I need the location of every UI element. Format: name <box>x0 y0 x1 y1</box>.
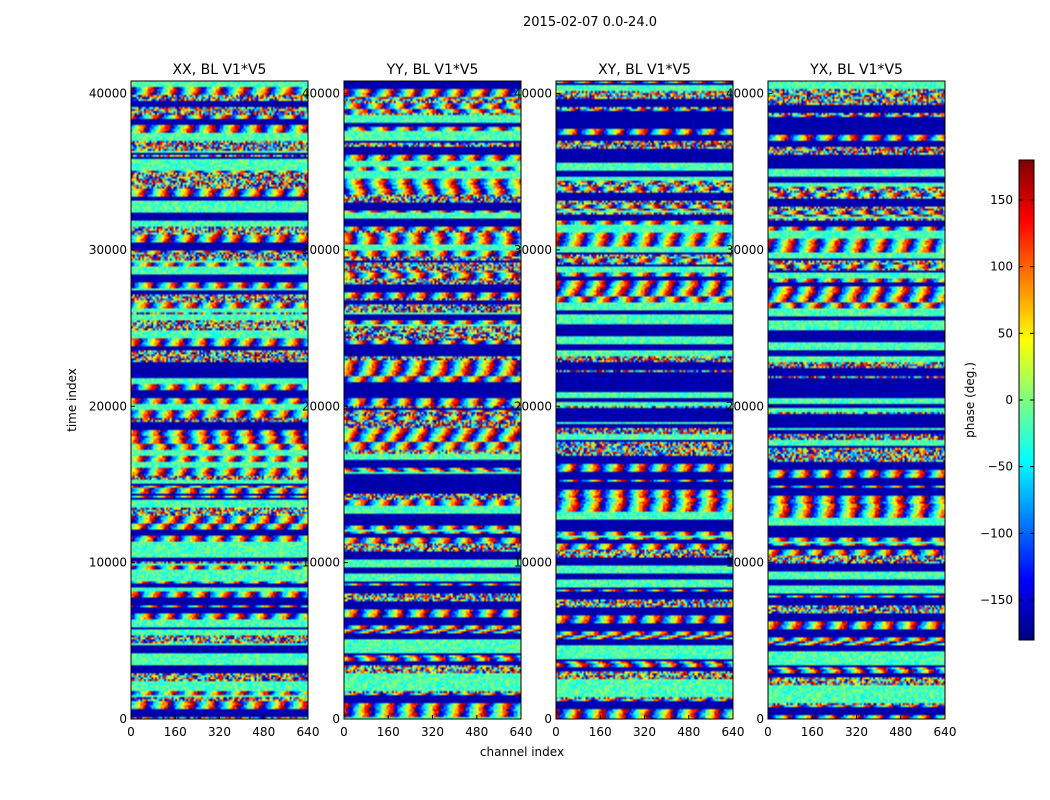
figure-suptitle: 2015-02-07 0.0-24.0 <box>523 15 657 30</box>
x-tick-label: 160 <box>164 725 187 739</box>
heatmap-image-3 <box>556 81 733 719</box>
colorbar-tick-label: 0 <box>1005 393 1013 407</box>
heatmap-image-1 <box>131 81 308 719</box>
colorbar-tick-label: −150 <box>980 593 1013 607</box>
y-tick-label: 30000 <box>514 243 552 257</box>
colorbar-tick-label: −100 <box>980 526 1013 540</box>
x-tick-label: 0 <box>764 725 772 739</box>
x-tick-label: 640 <box>722 725 745 739</box>
panel-title: YY, BL V1*V5 <box>386 62 479 78</box>
y-tick-label: 30000 <box>302 243 340 257</box>
colorbar-tick-label: 50 <box>998 326 1013 340</box>
x-tick-label: 320 <box>845 725 868 739</box>
colorbar-tick-label: −50 <box>988 460 1013 474</box>
y-tick-label: 40000 <box>726 87 764 101</box>
x-tick-label: 480 <box>465 725 488 739</box>
x-tick-label: 0 <box>127 725 135 739</box>
heatmap-panel-3: XY, BL V1*V5 0 160 320 480 640 0 10000 20000 3000… <box>514 62 745 739</box>
colorbar-label: phase (deg.) <box>963 362 977 438</box>
x-tick-label: 320 <box>633 725 656 739</box>
panel-title: XX, BL V1*V5 <box>173 62 267 78</box>
y-tick-label: 10000 <box>514 556 552 570</box>
y-tick-label: 0 <box>756 712 764 726</box>
colorbar-ticks: 150 100 50 0 −50 −100 −150 <box>980 193 1034 607</box>
x-axis-label: channel index <box>480 745 564 759</box>
panel-title: YX, BL V1*V5 <box>809 62 903 78</box>
heatmap-panels: XX, BL V1*V5 0 160 320 480 640 0 10000 20000 3000… <box>65 62 956 759</box>
y-tick-label: 10000 <box>726 556 764 570</box>
y-tick-label: 0 <box>332 712 340 726</box>
colorbar-tick-label: 150 <box>990 193 1013 207</box>
x-tick-label: 640 <box>510 725 533 739</box>
y-axis-label: time index <box>65 368 79 432</box>
x-tick-label: 640 <box>934 725 957 739</box>
x-tick-label: 160 <box>377 725 400 739</box>
x-tick-label: 320 <box>208 725 231 739</box>
y-tick-label: 20000 <box>514 399 552 413</box>
y-tick-label: 40000 <box>89 87 127 101</box>
y-tick-label: 30000 <box>726 243 764 257</box>
x-tick-label: 0 <box>552 725 560 739</box>
y-tick-label: 0 <box>544 712 552 726</box>
heatmap-panel-2: YY, BL V1*V5 0 160 320 480 640 0 10000 20000 3000… <box>302 62 564 759</box>
x-tick-label: 480 <box>252 725 275 739</box>
heatmap-image-4 <box>768 81 945 719</box>
y-tick-label: 20000 <box>726 399 764 413</box>
y-tick-label: 20000 <box>89 399 127 413</box>
x-tick-label: 0 <box>340 725 348 739</box>
colorbar-tick-label: 100 <box>990 260 1013 274</box>
heatmap-panel-4: YX, BL V1*V5 0 160 320 480 640 0 10000 20000 3000… <box>726 62 957 739</box>
heatmap-image-2 <box>344 81 521 719</box>
heatmap-panel-1: XX, BL V1*V5 0 160 320 480 640 0 10000 20000 3000… <box>65 62 319 739</box>
y-tick-label: 40000 <box>302 87 340 101</box>
x-tick-label: 160 <box>589 725 612 739</box>
colorbar: 150 100 50 0 −50 −100 −150 phase (deg.) <box>963 159 1035 641</box>
panel-title: XY, BL V1*V5 <box>598 62 691 78</box>
y-tick-label: 30000 <box>89 243 127 257</box>
x-tick-label: 160 <box>801 725 824 739</box>
y-tick-label: 10000 <box>89 556 127 570</box>
y-tick-label: 20000 <box>302 399 340 413</box>
x-tick-label: 640 <box>297 725 320 739</box>
y-tick-label: 40000 <box>514 87 552 101</box>
y-tick-label: 10000 <box>302 556 340 570</box>
y-tick-label: 0 <box>119 712 127 726</box>
x-tick-label: 480 <box>889 725 912 739</box>
x-tick-label: 320 <box>421 725 444 739</box>
x-tick-label: 480 <box>677 725 700 739</box>
